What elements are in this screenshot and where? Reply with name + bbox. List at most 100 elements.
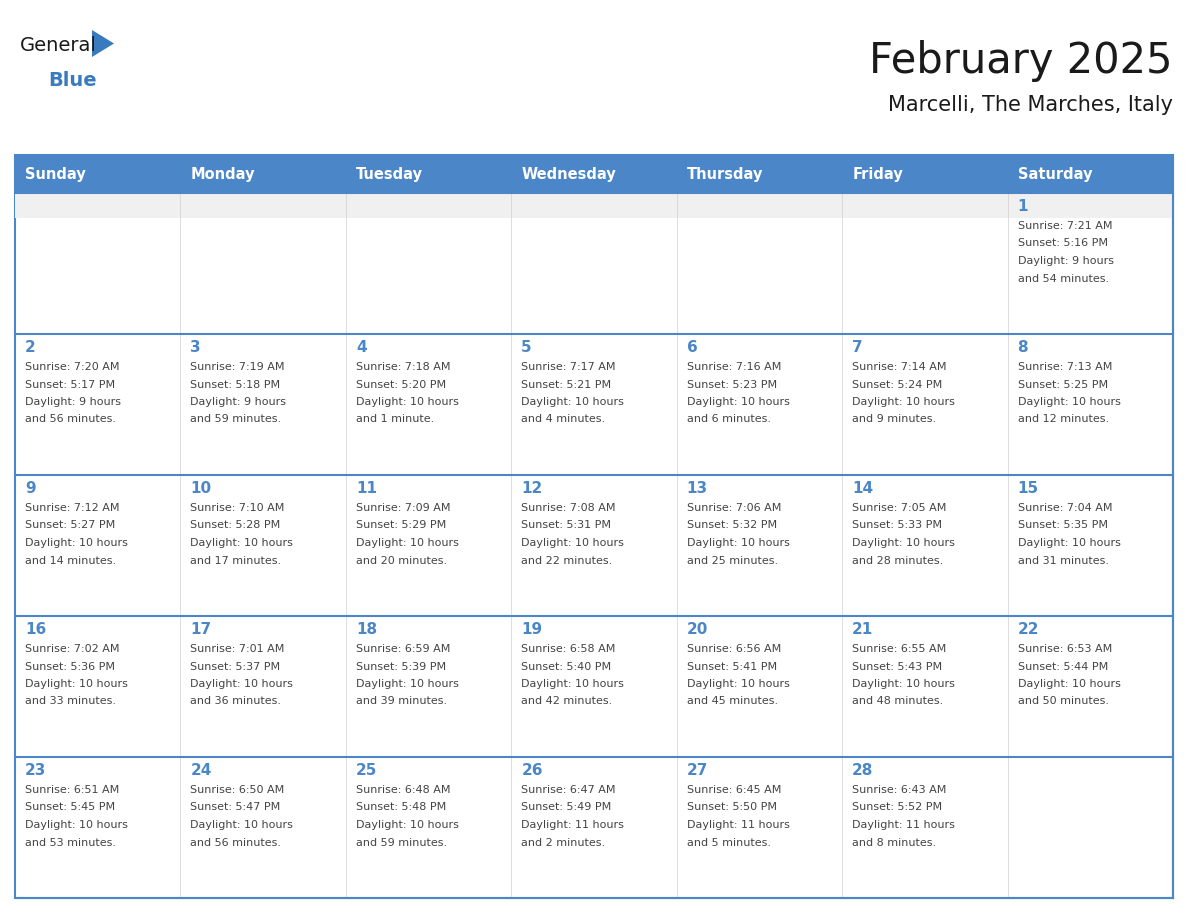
Text: Daylight: 10 hours: Daylight: 10 hours <box>356 397 459 407</box>
Text: Sunset: 5:36 PM: Sunset: 5:36 PM <box>25 662 115 671</box>
Text: Sunset: 5:25 PM: Sunset: 5:25 PM <box>1018 379 1107 389</box>
Bar <box>181 475 346 616</box>
Text: and 5 minutes.: and 5 minutes. <box>687 837 771 847</box>
Text: Sunset: 5:18 PM: Sunset: 5:18 PM <box>190 379 280 389</box>
Text: Sunset: 5:39 PM: Sunset: 5:39 PM <box>356 662 446 671</box>
Text: Daylight: 10 hours: Daylight: 10 hours <box>852 679 955 689</box>
Bar <box>842 757 1007 898</box>
Text: Sunday: Sunday <box>25 166 86 182</box>
Text: and 36 minutes.: and 36 minutes. <box>190 697 282 707</box>
Text: 18: 18 <box>356 622 377 637</box>
Bar <box>1007 757 1173 898</box>
Bar <box>842 334 1007 475</box>
Text: Daylight: 10 hours: Daylight: 10 hours <box>356 820 459 830</box>
Text: and 53 minutes.: and 53 minutes. <box>25 837 116 847</box>
Text: Saturday: Saturday <box>1018 166 1092 182</box>
Text: 3: 3 <box>190 340 201 355</box>
Text: and 2 minutes.: and 2 minutes. <box>522 837 606 847</box>
Bar <box>346 193 511 334</box>
Text: Sunrise: 6:58 AM: Sunrise: 6:58 AM <box>522 644 615 654</box>
Text: and 6 minutes.: and 6 minutes. <box>687 415 771 424</box>
Bar <box>346 155 511 193</box>
Bar <box>677 757 842 898</box>
Text: and 12 minutes.: and 12 minutes. <box>1018 415 1108 424</box>
Text: Sunrise: 7:08 AM: Sunrise: 7:08 AM <box>522 503 615 513</box>
Text: Sunrise: 7:20 AM: Sunrise: 7:20 AM <box>25 362 120 372</box>
Text: 15: 15 <box>1018 481 1038 496</box>
Text: 25: 25 <box>356 763 378 778</box>
Text: and 39 minutes.: and 39 minutes. <box>356 697 447 707</box>
Text: Daylight: 11 hours: Daylight: 11 hours <box>852 820 955 830</box>
Text: Daylight: 10 hours: Daylight: 10 hours <box>522 679 624 689</box>
Text: 14: 14 <box>852 481 873 496</box>
Bar <box>677 155 842 193</box>
Text: and 59 minutes.: and 59 minutes. <box>356 837 447 847</box>
Text: and 25 minutes.: and 25 minutes. <box>687 555 778 565</box>
Text: Sunset: 5:35 PM: Sunset: 5:35 PM <box>1018 521 1107 531</box>
Text: Daylight: 9 hours: Daylight: 9 hours <box>1018 256 1113 266</box>
Text: 26: 26 <box>522 763 543 778</box>
Bar <box>181 334 346 475</box>
Text: 4: 4 <box>356 340 366 355</box>
Text: Sunrise: 6:51 AM: Sunrise: 6:51 AM <box>25 785 119 795</box>
Text: February 2025: February 2025 <box>870 40 1173 82</box>
Text: Monday: Monday <box>190 166 255 182</box>
Text: Sunrise: 6:45 AM: Sunrise: 6:45 AM <box>687 785 781 795</box>
Text: 1: 1 <box>1018 199 1028 214</box>
Text: Sunset: 5:49 PM: Sunset: 5:49 PM <box>522 802 612 812</box>
Bar <box>511 193 677 334</box>
Text: Sunrise: 6:53 AM: Sunrise: 6:53 AM <box>1018 644 1112 654</box>
Text: Sunset: 5:41 PM: Sunset: 5:41 PM <box>687 662 777 671</box>
Text: Daylight: 10 hours: Daylight: 10 hours <box>25 679 128 689</box>
Text: and 31 minutes.: and 31 minutes. <box>1018 555 1108 565</box>
Bar <box>15 757 181 898</box>
Text: Daylight: 9 hours: Daylight: 9 hours <box>25 397 121 407</box>
Bar <box>511 616 677 757</box>
Text: Sunrise: 7:21 AM: Sunrise: 7:21 AM <box>1018 221 1112 231</box>
Text: Sunset: 5:45 PM: Sunset: 5:45 PM <box>25 802 115 812</box>
Bar <box>511 155 677 193</box>
Bar <box>1007 616 1173 757</box>
Text: Sunset: 5:21 PM: Sunset: 5:21 PM <box>522 379 612 389</box>
Text: Daylight: 10 hours: Daylight: 10 hours <box>687 538 790 548</box>
Bar <box>181 155 346 193</box>
Bar <box>511 757 677 898</box>
Bar <box>842 193 1007 334</box>
Text: 2: 2 <box>25 340 36 355</box>
Text: Sunrise: 7:12 AM: Sunrise: 7:12 AM <box>25 503 120 513</box>
Text: Sunset: 5:17 PM: Sunset: 5:17 PM <box>25 379 115 389</box>
Text: Daylight: 10 hours: Daylight: 10 hours <box>25 820 128 830</box>
Text: Sunset: 5:50 PM: Sunset: 5:50 PM <box>687 802 777 812</box>
Polygon shape <box>91 30 114 57</box>
Text: Daylight: 10 hours: Daylight: 10 hours <box>190 538 293 548</box>
Text: Daylight: 11 hours: Daylight: 11 hours <box>687 820 790 830</box>
Text: Daylight: 10 hours: Daylight: 10 hours <box>356 538 459 548</box>
Text: Sunrise: 6:55 AM: Sunrise: 6:55 AM <box>852 644 947 654</box>
Text: Sunrise: 6:47 AM: Sunrise: 6:47 AM <box>522 785 615 795</box>
Text: Daylight: 9 hours: Daylight: 9 hours <box>190 397 286 407</box>
Text: 24: 24 <box>190 763 211 778</box>
Text: Sunrise: 6:59 AM: Sunrise: 6:59 AM <box>356 644 450 654</box>
Bar <box>677 616 842 757</box>
Text: Marcelli, The Marches, Italy: Marcelli, The Marches, Italy <box>887 95 1173 115</box>
Text: Sunset: 5:16 PM: Sunset: 5:16 PM <box>1018 239 1107 249</box>
Text: 22: 22 <box>1018 622 1040 637</box>
Bar <box>346 334 511 475</box>
Text: 8: 8 <box>1018 340 1028 355</box>
Text: Thursday: Thursday <box>687 166 763 182</box>
Text: Sunset: 5:31 PM: Sunset: 5:31 PM <box>522 521 612 531</box>
Bar <box>677 193 842 334</box>
Bar <box>15 155 181 193</box>
Text: Sunset: 5:20 PM: Sunset: 5:20 PM <box>356 379 446 389</box>
Text: 7: 7 <box>852 340 862 355</box>
Text: Sunrise: 7:09 AM: Sunrise: 7:09 AM <box>356 503 450 513</box>
Text: Sunrise: 6:50 AM: Sunrise: 6:50 AM <box>190 785 285 795</box>
Text: Sunrise: 7:13 AM: Sunrise: 7:13 AM <box>1018 362 1112 372</box>
Text: Sunrise: 7:01 AM: Sunrise: 7:01 AM <box>190 644 285 654</box>
Bar <box>15 616 181 757</box>
Bar <box>677 475 842 616</box>
Bar <box>346 616 511 757</box>
Bar <box>181 757 346 898</box>
Text: 6: 6 <box>687 340 697 355</box>
Text: 16: 16 <box>25 622 46 637</box>
